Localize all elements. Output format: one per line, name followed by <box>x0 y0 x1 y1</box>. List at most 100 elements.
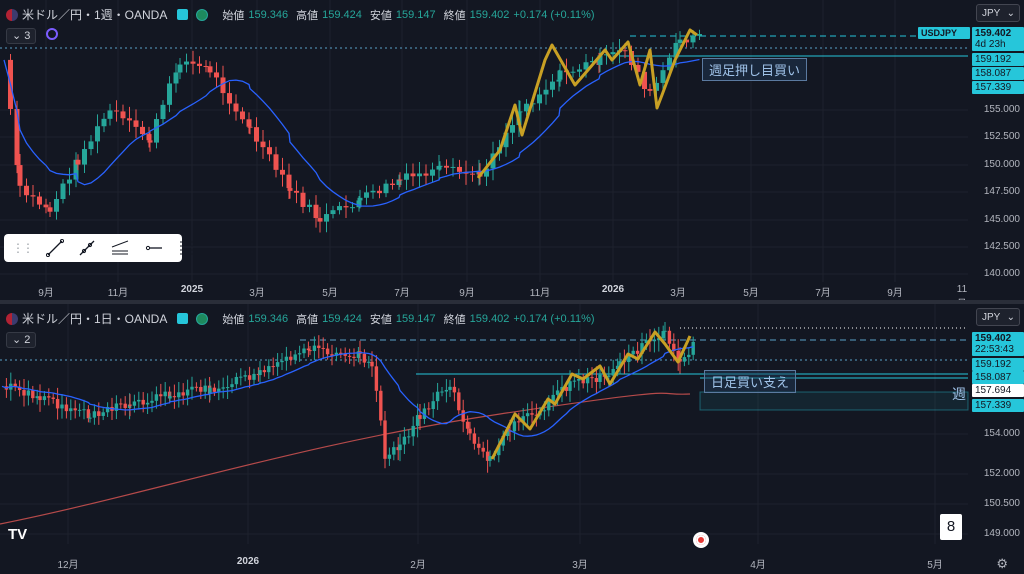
candle-body <box>67 179 72 184</box>
weekly-chart-pane[interactable]: 米ドル／円・1週・OANDA 始値 159.346 高値 159.424 安値 159… <box>0 0 1024 310</box>
daily-symbol-title[interactable]: 米ドル／円・1日・OANDA <box>22 312 168 326</box>
close-value: 159.402 <box>469 8 510 21</box>
candle-body <box>418 415 422 419</box>
bar-replay-badge-icon[interactable] <box>177 9 189 20</box>
weekly-moving-average <box>3 58 700 207</box>
candle-body <box>208 387 212 394</box>
time-label: 9月 <box>38 288 54 299</box>
weekly-zone-box <box>699 391 969 411</box>
low-value: 159.147 <box>395 312 436 325</box>
candle-body <box>167 83 172 105</box>
candle-body <box>691 341 695 355</box>
candle-body <box>356 200 362 208</box>
candle-body <box>339 352 343 354</box>
candle-body <box>185 389 190 396</box>
low-key: 安値 <box>369 313 392 326</box>
daily-time-axis[interactable]: 12月 2026 2月 3月 4月 5月 <box>0 556 968 571</box>
candle-body <box>356 351 361 358</box>
candle-body <box>564 386 569 391</box>
time-label: 2月 <box>410 560 426 571</box>
candle-body <box>132 401 137 406</box>
weekly-time-axis[interactable]: 9月 11月 2025 3月 5月 7月 9月 11月 2026 3月 5月 7… <box>0 284 968 310</box>
candle-body <box>220 77 226 94</box>
candle-body <box>663 330 667 332</box>
daily-chart-pane[interactable]: 米ドル／円・1日・OANDA 始値 159.346 高値 159.424 安値 159… <box>0 304 1024 548</box>
candle-body <box>594 378 599 382</box>
candle-body <box>123 403 127 408</box>
open-key: 始値 <box>222 9 245 22</box>
candle-body <box>676 350 680 359</box>
candle-body <box>24 185 29 196</box>
bar-replay-badge-icon[interactable] <box>177 313 189 324</box>
time-label: 9月 <box>887 288 903 299</box>
open-key: 始値 <box>222 313 245 326</box>
weekly-dip-buy-annotation[interactable]: 週足押し目買い <box>702 58 808 81</box>
daily-support-annotation[interactable]: 日足買い支え <box>704 370 797 393</box>
candle-body <box>163 391 167 397</box>
candle-body <box>107 110 113 119</box>
daily-currency-select[interactable]: JPY ⌄ <box>976 308 1020 326</box>
weekly-currency-select[interactable]: JPY ⌄ <box>976 4 1020 22</box>
open-value: 159.346 <box>248 8 289 21</box>
low-key: 安値 <box>369 9 392 22</box>
daily-price-axis[interactable]: 154.000 152.000 150.500 149.000 <box>970 304 1024 548</box>
candle-body <box>267 366 271 373</box>
daily-last-price-tag: 159.402 22:53:43 <box>972 332 1024 356</box>
indicator-visibility-icon[interactable] <box>46 28 58 40</box>
candle-body <box>51 397 55 399</box>
candle-body <box>615 365 620 370</box>
candle-body <box>214 72 219 78</box>
daily-chart-canvas[interactable] <box>0 304 1024 548</box>
candle-body <box>512 421 517 432</box>
horizontal-ray-icon[interactable] <box>144 238 164 258</box>
candle-body <box>47 207 53 212</box>
daily-indicator-count-toggle[interactable]: ⌄ 2 <box>6 332 37 348</box>
weekly-candles <box>8 29 702 233</box>
candle-body <box>150 400 154 403</box>
daily-legend: 米ドル／円・1日・OANDA 始値 159.346 高値 159.424 安値 159… <box>6 310 595 327</box>
ray-line-icon[interactable] <box>78 238 96 258</box>
candle-body <box>194 386 199 388</box>
candle-body <box>212 387 217 392</box>
price-label: 152.500 <box>983 131 1020 142</box>
candle-body <box>30 195 36 197</box>
candle-body <box>510 125 515 133</box>
candle-body <box>43 204 49 208</box>
candle-body <box>660 70 666 83</box>
fib-retracement-icon[interactable] <box>178 238 198 258</box>
price-tag: 159.192 <box>972 358 1024 371</box>
candle-body <box>307 204 312 207</box>
time-label: 11月 <box>529 288 551 299</box>
price-tag: 157.694 <box>972 384 1024 397</box>
parallel-channel-icon[interactable] <box>110 238 130 258</box>
weekly-symbol-title[interactable]: 米ドル／円・1週・OANDA <box>22 8 168 22</box>
candle-body <box>497 445 501 456</box>
candle-body <box>258 370 262 376</box>
drag-handle-icon[interactable]: ⋮⋮ <box>12 241 34 255</box>
close-key: 終値 <box>443 9 466 22</box>
trend-line-icon[interactable] <box>46 238 64 258</box>
price-label: 147.500 <box>983 186 1020 197</box>
gear-icon[interactable]: ⚙ <box>996 556 1008 571</box>
candle-body <box>190 386 194 390</box>
time-label: 7月 <box>815 288 831 299</box>
weekly-indicator-count-toggle[interactable]: ⌄ 3 <box>6 28 37 44</box>
tradingview-logo[interactable]: TV <box>8 526 28 543</box>
candle-body <box>370 361 374 367</box>
candle-body <box>199 386 203 392</box>
candle-body <box>168 396 172 399</box>
candle-body <box>137 399 141 402</box>
time-label: 5月 <box>322 288 338 299</box>
candle-body <box>422 408 427 419</box>
candle-body <box>160 104 166 120</box>
go-to-realtime-icon[interactable] <box>693 532 709 548</box>
candle-body <box>60 404 64 409</box>
weekly-price-axis[interactable]: 155.000 152.500 150.000 147.500 145.000 … <box>970 0 1024 290</box>
candle-body <box>550 81 555 90</box>
daily-grid <box>0 304 968 544</box>
candle-body <box>543 89 549 95</box>
price-tag: 158.087 <box>972 371 1024 384</box>
pane-divider[interactable] <box>0 300 1024 304</box>
weekly-currency-label: JPY <box>982 8 1001 19</box>
candle-body <box>133 120 139 127</box>
